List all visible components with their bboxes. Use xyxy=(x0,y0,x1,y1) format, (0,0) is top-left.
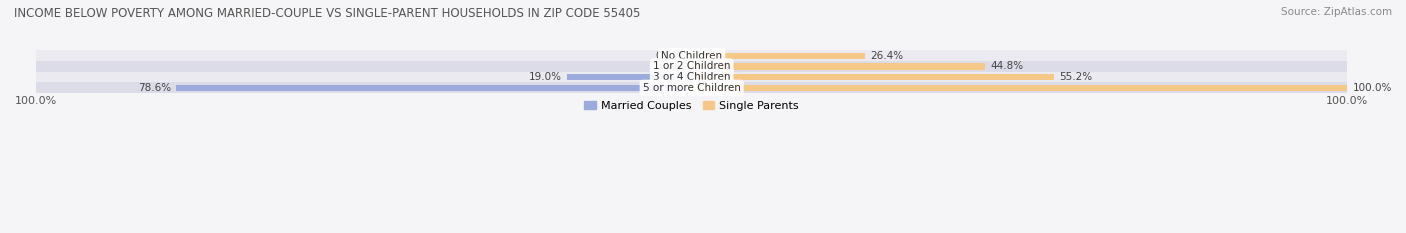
Text: 0.0%: 0.0% xyxy=(655,62,682,72)
Legend: Married Couples, Single Parents: Married Couples, Single Parents xyxy=(579,96,803,115)
Bar xyxy=(37,82,1347,93)
Text: 26.4%: 26.4% xyxy=(870,51,903,61)
Bar xyxy=(37,51,1347,61)
Text: INCOME BELOW POVERTY AMONG MARRIED-COUPLE VS SINGLE-PARENT HOUSEHOLDS IN ZIP COD: INCOME BELOW POVERTY AMONG MARRIED-COUPL… xyxy=(14,7,641,20)
Bar xyxy=(567,74,692,80)
Bar xyxy=(176,85,692,91)
Bar xyxy=(692,63,986,70)
Text: 5 or more Children: 5 or more Children xyxy=(643,83,741,93)
Text: 3 or 4 Children: 3 or 4 Children xyxy=(652,72,731,82)
Text: 44.8%: 44.8% xyxy=(991,62,1024,72)
Text: 78.6%: 78.6% xyxy=(138,83,172,93)
Text: 19.0%: 19.0% xyxy=(529,72,562,82)
Bar xyxy=(692,74,1053,80)
Text: 0.0%: 0.0% xyxy=(655,51,682,61)
Text: No Children: No Children xyxy=(661,51,723,61)
Text: 55.2%: 55.2% xyxy=(1059,72,1092,82)
Text: Source: ZipAtlas.com: Source: ZipAtlas.com xyxy=(1281,7,1392,17)
Bar xyxy=(692,52,865,59)
Text: 1 or 2 Children: 1 or 2 Children xyxy=(652,62,731,72)
Text: 100.0%: 100.0% xyxy=(1353,83,1392,93)
Bar xyxy=(37,72,1347,82)
Bar xyxy=(692,85,1347,91)
Bar xyxy=(37,61,1347,72)
